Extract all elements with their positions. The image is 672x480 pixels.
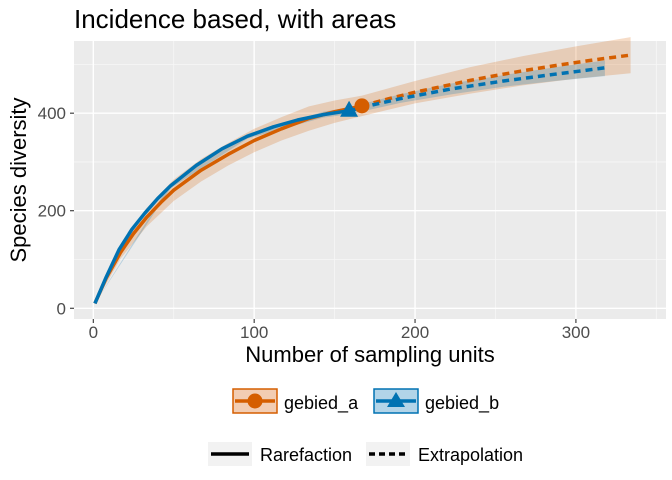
y-tick-label: 200 (38, 202, 66, 221)
y-axis-label: Species diversity (6, 97, 31, 262)
observed-markers (340, 98, 370, 117)
legend-label-gebied-a: gebied_a (284, 393, 359, 414)
x-tick-label: 200 (401, 323, 429, 342)
x-tick-label: 300 (562, 323, 590, 342)
observed-point-gebied_a (354, 98, 370, 114)
chart-title: Incidence based, with areas (74, 4, 396, 34)
x-axis-ticks: 0 100 200 300 (89, 319, 590, 342)
plot-panel (74, 41, 666, 319)
series-lines (93, 53, 631, 305)
grid-major (74, 41, 666, 319)
extrapolation-line-gebied_a (361, 53, 631, 108)
y-axis-ticks: 0 200 400 (38, 104, 74, 318)
x-tick-label: 0 (89, 323, 98, 342)
legend-label-extrapolation: Extrapolation (418, 445, 523, 465)
y-tick-label: 0 (57, 299, 66, 318)
legend-groups: gebied_a gebied_b (232, 388, 499, 414)
x-tick-label: 100 (240, 323, 268, 342)
grid-minor (74, 41, 666, 319)
y-tick-label: 400 (38, 104, 66, 123)
legend-methods: Rarefaction Extrapolation (208, 442, 523, 466)
legend-label-rarefaction: Rarefaction (260, 445, 352, 465)
rarefaction-line-gebied_b (93, 108, 350, 305)
legend-marker-gebied-a (247, 393, 263, 409)
legend-label-gebied-b: gebied_b (425, 393, 499, 414)
x-axis-label: Number of sampling units (245, 342, 494, 367)
legend-marker-gebied-b (387, 392, 405, 407)
extrapolation-line-gebied_b (348, 66, 606, 113)
observed-point-gebied_b (340, 100, 359, 117)
